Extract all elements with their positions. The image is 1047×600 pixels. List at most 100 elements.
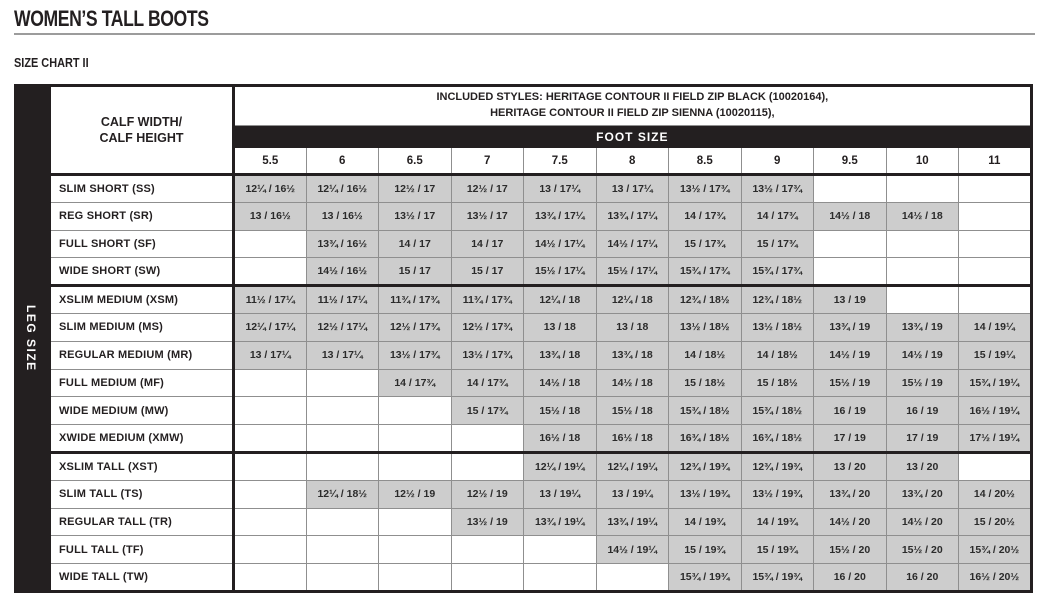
size-cell: 12½ / 17¾ — [450, 312, 524, 342]
size-cell — [450, 535, 524, 565]
size-cell: 15 / 18½ — [740, 368, 814, 398]
size-cell: 12½ / 17 — [378, 174, 452, 203]
table-row: WIDE TALL (TW) 15¾ / 19¾ 15¾ / 19¾ 16 / 20 1… — [49, 563, 1032, 592]
size-cell: 16 / 20 — [813, 563, 887, 592]
size-cell — [885, 284, 959, 314]
size-cell: 17 / 19 — [813, 424, 887, 453]
table-row: WIDE SHORT (SW) 14½ / 16½ 15 / 17 15 / 17 15… — [49, 257, 1032, 287]
size-cell: 12¼ / 19¼ — [595, 450, 669, 481]
size-cell: 14½ / 18 — [523, 368, 597, 398]
size-cell — [233, 450, 307, 481]
row-label: FULL MEDIUM (MF) — [49, 368, 235, 398]
size-cell: 16¾ / 18½ — [740, 424, 814, 453]
size-cell: 16½ / 18 — [523, 424, 597, 453]
size-cell: 13½ / 19¾ — [668, 479, 742, 509]
leg-size-label: LEG SIZE — [24, 305, 38, 372]
size-cell: 13 / 19¼ — [595, 479, 669, 509]
size-cell: 14 / 17¾ — [450, 368, 524, 398]
size-cell: 14 / 18½ — [668, 340, 742, 370]
row-label: SLIM MEDIUM (MS) — [49, 312, 235, 342]
row-label: REG SHORT (SR) — [49, 201, 235, 231]
size-cell: 12¾ / 18½ — [668, 284, 742, 314]
size-cell: 13 / 20 — [813, 450, 887, 481]
size-cell — [958, 174, 1032, 203]
size-cell — [233, 368, 307, 398]
size-cell: 14½ / 19 — [885, 340, 959, 370]
table-row: SLIM TALL (TS) 12¼ / 18½ 12½ / 19 12½ / 19 1… — [49, 479, 1032, 509]
row-label: WIDE MEDIUM (MW) — [49, 396, 235, 426]
size-cell: 12½ / 17 — [450, 174, 524, 203]
table-row: XSLIM TALL (XST) 12¼ / 19¼ 12¼ / 19¼ 12¾ / … — [49, 450, 1032, 481]
size-cell: 15¾ / 20½ — [958, 535, 1032, 565]
size-cell: 13 / 17¼ — [523, 174, 597, 203]
row-label: FULL SHORT (SF) — [49, 229, 235, 259]
size-cell — [523, 535, 597, 565]
size-cell: 13½ / 17 — [378, 201, 452, 231]
size-cell: 11¾ / 17¾ — [378, 284, 452, 314]
size-cell: 15 / 19¾ — [668, 535, 742, 565]
size-cell: 12½ / 17¾ — [378, 312, 452, 342]
included-styles-line2: HERITAGE CONTOUR II FIELD ZIP SIENNA (10… — [490, 107, 775, 119]
table-row: SLIM MEDIUM (MS) 12¼ / 17¼ 12½ / 17¼ 12½ / … — [49, 312, 1032, 342]
row-label: SLIM TALL (TS) — [49, 479, 235, 509]
size-cell — [233, 507, 307, 537]
foot-size-9.5: 9.5 — [813, 147, 887, 176]
size-cell — [378, 535, 452, 565]
table-row: REGULAR MEDIUM (MR) 13 / 17¼ 13 / 17¼ 13½ /… — [49, 340, 1032, 370]
size-cell: 15½ / 18 — [595, 396, 669, 426]
chart-subtitle: SIZE CHART II — [14, 55, 89, 70]
size-cell: 15 / 17 — [450, 257, 524, 287]
foot-size-row: 5.5 6 6.5 7 7.5 8 8.5 9 9.5 10 11 — [50, 147, 1032, 176]
corner-label-line2: CALF HEIGHT — [99, 131, 184, 145]
included-styles-line1: INCLUDED STYLES: HERITAGE CONTOUR II FIE… — [436, 91, 829, 104]
size-cell: 12¼ / 16½ — [305, 174, 379, 203]
size-cell — [305, 396, 379, 426]
size-table-body: SLIM SHORT (SS) 12¼ / 16½ 12¼ / 16½ 12½ / 1… — [49, 174, 1032, 592]
size-cell: 15½ / 17¼ — [595, 257, 669, 287]
foot-size-8.5: 8.5 — [668, 147, 742, 176]
size-cell: 16½ / 18 — [595, 424, 669, 453]
size-cell: 13 / 16½ — [233, 201, 307, 231]
size-cell: 13¾ / 17¼ — [595, 201, 669, 231]
size-cell: 13 / 16½ — [305, 201, 379, 231]
size-cell: 15¾ / 19¼ — [958, 368, 1032, 398]
size-cell — [378, 450, 452, 481]
size-cell: 13¾ / 17¼ — [523, 201, 597, 231]
size-cell — [958, 450, 1032, 481]
size-cell: 11½ / 17¼ — [305, 284, 379, 314]
size-cell — [523, 563, 597, 592]
size-cell — [595, 563, 669, 592]
size-cell: 13½ / 19¾ — [740, 479, 814, 509]
size-cell: 13½ / 17¾ — [668, 174, 742, 203]
included-styles-header: INCLUDED STYLES: HERITAGE CONTOUR II FIE… — [233, 85, 1032, 126]
foot-size-band: FOOT SIZE — [233, 125, 1032, 148]
size-cell — [233, 535, 307, 565]
size-cell: 13 / 20 — [885, 450, 959, 481]
size-cell: 14½ / 16½ — [305, 257, 379, 287]
size-cell: 12¼ / 19¼ — [523, 450, 597, 481]
row-label: SLIM SHORT (SS) — [49, 174, 235, 203]
size-cell: 15 / 17¾ — [740, 229, 814, 259]
corner-header-calf: CALF WIDTH/ CALF HEIGHT — [49, 85, 235, 176]
size-cell: 12¼ / 18½ — [305, 479, 379, 509]
size-cell: 16 / 19 — [813, 396, 887, 426]
table-row: SLIM SHORT (SS) 12¼ / 16½ 12¼ / 16½ 12½ / 1… — [49, 174, 1032, 203]
size-cell: 15 / 20½ — [958, 507, 1032, 537]
row-label: XSLIM MEDIUM (XSM) — [49, 284, 235, 314]
page-title: WOMEN’S TALL BOOTS — [14, 6, 209, 31]
size-cell: 15 / 19¾ — [740, 535, 814, 565]
size-cell: 15½ / 19 — [813, 368, 887, 398]
size-cell: 14½ / 17¼ — [595, 229, 669, 259]
size-cell: 13½ / 17¾ — [378, 340, 452, 370]
size-cell: 13½ / 17¾ — [450, 340, 524, 370]
size-cell — [450, 450, 524, 481]
size-cell — [233, 563, 307, 592]
size-cell: 13½ / 17¾ — [740, 174, 814, 203]
row-label: WIDE SHORT (SW) — [49, 257, 235, 287]
size-cell: 13¾ / 19¼ — [595, 507, 669, 537]
size-cell: 16 / 19 — [885, 396, 959, 426]
size-cell: 14 / 19¾ — [740, 507, 814, 537]
size-cell: 15¾ / 18½ — [740, 396, 814, 426]
size-cell: 15½ / 20 — [813, 535, 887, 565]
size-cell — [958, 284, 1032, 314]
